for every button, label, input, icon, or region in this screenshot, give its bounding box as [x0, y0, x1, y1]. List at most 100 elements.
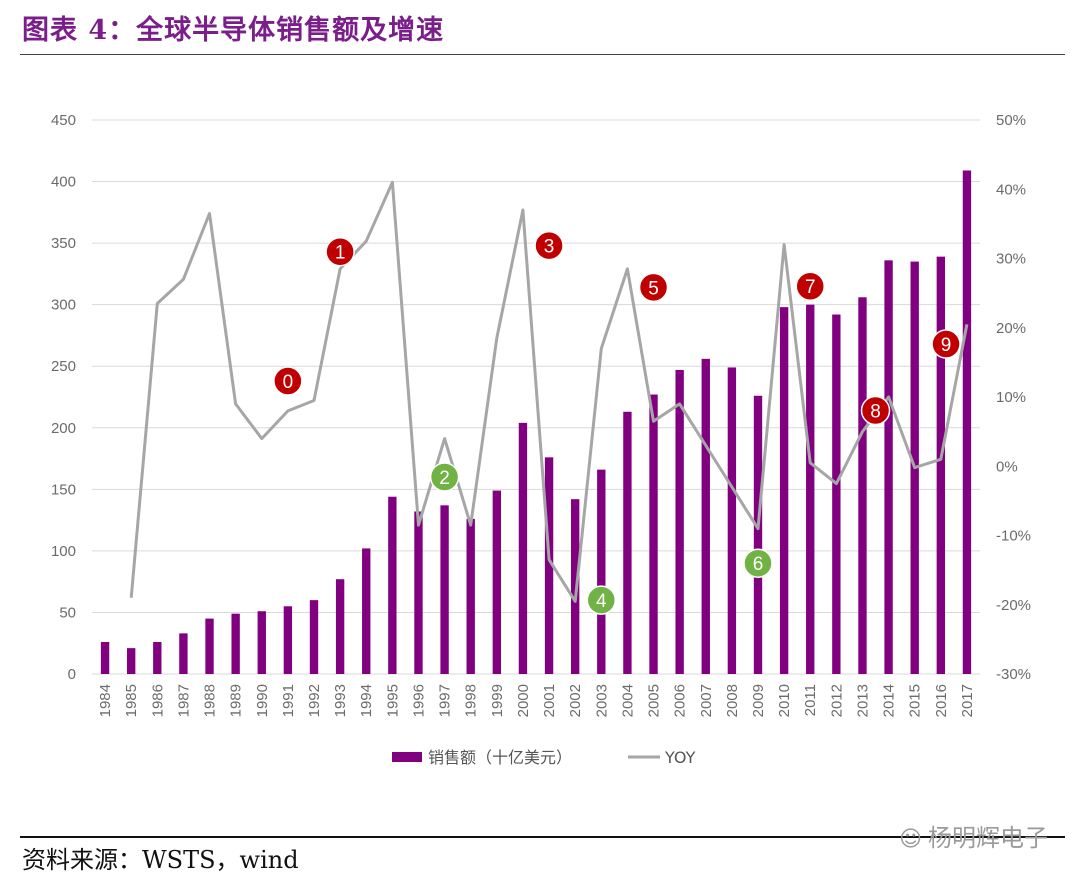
bar-1997 — [440, 505, 449, 674]
x-tick-label: 2011 — [802, 684, 819, 716]
annotation-label: 5 — [648, 278, 659, 299]
bar-2007 — [701, 358, 710, 674]
left-tick-label: 400 — [51, 174, 76, 191]
annotation-label: 1 — [335, 243, 346, 264]
left-tick-label: 250 — [51, 358, 76, 375]
x-tick-label: 1985 — [123, 684, 140, 717]
figure-title: 图表 4：全球半导体销售额及增速 — [22, 15, 445, 46]
x-tick-label: 1989 — [228, 684, 245, 717]
x-tick-label: 2014 — [881, 684, 898, 717]
x-tick-label: 2013 — [854, 684, 871, 717]
x-tick-label: 1991 — [280, 684, 297, 717]
bar-2016 — [936, 256, 946, 674]
annotation-marker-8 — [860, 395, 891, 426]
left-tick-label: 150 — [51, 481, 76, 498]
bar-2011 — [806, 304, 815, 674]
annotation-label: 4 — [596, 591, 607, 612]
annotation-label: 2 — [439, 468, 450, 489]
annotation-label: 0 — [283, 372, 294, 393]
x-tick-label: 2003 — [593, 684, 610, 717]
x-tick-label: 2016 — [933, 684, 950, 717]
x-tick-label: 1996 — [410, 684, 427, 717]
x-tick-label: 2008 — [724, 684, 741, 717]
annotation-label: 8 — [870, 402, 881, 423]
left-tick-label: 450 — [51, 112, 76, 129]
bar-1990 — [257, 611, 266, 674]
bar-1986 — [153, 641, 162, 674]
annotation-marker-7 — [795, 271, 825, 301]
left-tick-label: 50 — [59, 604, 76, 621]
x-tick-label: 2004 — [619, 684, 636, 717]
annotation-label: 9 — [941, 335, 952, 356]
x-tick-label: 2000 — [515, 684, 532, 717]
x-tick-label: 1993 — [332, 684, 349, 717]
x-tick-label: 2017 — [959, 684, 976, 717]
right-tick-label: 20% — [996, 320, 1026, 337]
bar-2001 — [544, 457, 554, 674]
bar-1999 — [492, 490, 502, 674]
bar-2000 — [518, 422, 528, 674]
bar-2008 — [727, 367, 737, 674]
bar-1988 — [205, 618, 214, 674]
bar-1984 — [100, 641, 110, 674]
annotation-marker-6 — [743, 548, 773, 578]
x-tick-label: 1987 — [175, 684, 192, 717]
annotation-marker-4 — [586, 585, 617, 615]
right-tick-label: 40% — [996, 181, 1026, 198]
x-tick-label: 1990 — [254, 684, 271, 717]
source-divider — [20, 836, 1065, 838]
left-tick-label: 0 — [68, 666, 76, 683]
annotation-marker-5 — [638, 272, 669, 303]
x-tick-label: 1994 — [358, 684, 375, 717]
x-tick-label: 2006 — [672, 684, 689, 717]
x-tick-label: 1995 — [384, 684, 401, 717]
bar-2002 — [570, 499, 580, 674]
wechat-icon: ☺ — [899, 827, 922, 852]
yoy-line — [129, 180, 969, 603]
bar-2006 — [675, 369, 684, 674]
x-tick-label: 1997 — [437, 684, 454, 717]
annotation-label: 6 — [753, 554, 764, 575]
bar-1995 — [388, 496, 397, 674]
legend-label: 销售额（十亿美元） — [428, 748, 572, 767]
bar-1989 — [231, 613, 240, 674]
right-axis-ticks: -30% -20% -10% 0% 10% 20% 30% 40% 50% — [996, 112, 1031, 683]
x-tick-label: 1999 — [489, 684, 506, 717]
x-tick-label: 2007 — [698, 684, 715, 717]
annotation-marker-3 — [534, 230, 564, 261]
left-tick-label: 300 — [51, 297, 76, 314]
x-tick-label: 2001 — [541, 684, 558, 717]
bar-2017 — [962, 170, 972, 674]
annotation-marker-2 — [429, 462, 460, 492]
watermark: ☺ 杨明辉电子 — [899, 818, 1048, 853]
yoy-line-series — [129, 180, 969, 603]
watermark-text: 杨明辉电子 — [928, 824, 1048, 852]
x-tick-label: 2015 — [907, 684, 924, 717]
annotation-markers: 0 1 2 3 4 5 6 7 8 9 — [273, 230, 961, 615]
x-tick-label: 1992 — [306, 684, 323, 717]
bar-2013 — [858, 297, 867, 674]
left-tick-label: 350 — [51, 235, 76, 252]
x-tick-label: 2010 — [776, 684, 793, 717]
bar-2010 — [779, 307, 789, 674]
bar-1994 — [362, 548, 371, 674]
legend-bar-swatch — [392, 752, 422, 762]
bar-1998 — [466, 518, 475, 674]
annotation-label: 3 — [544, 237, 555, 258]
x-tick-label: 2009 — [750, 684, 767, 717]
bar-1996 — [414, 511, 423, 674]
left-axis-ticks: 0 50 100 150 200 250 300 350 400 450 — [51, 112, 76, 683]
left-tick-label: 100 — [51, 543, 76, 560]
x-tick-label: 1998 — [463, 684, 480, 717]
bar-1987 — [179, 633, 188, 674]
legend: 销售额（十亿美元） YOY — [392, 748, 696, 767]
right-tick-label: 30% — [996, 251, 1026, 268]
x-axis-ticks: 1984 1985 1986 1987 1988 1989 1990 1991 1992 1993… — [97, 684, 976, 717]
bar-2003 — [597, 469, 606, 674]
right-tick-label: -20% — [996, 597, 1031, 614]
left-tick-label: 200 — [51, 420, 76, 437]
bar-2012 — [832, 314, 841, 674]
bar-2005 — [649, 394, 658, 674]
right-tick-label: 10% — [996, 389, 1026, 406]
